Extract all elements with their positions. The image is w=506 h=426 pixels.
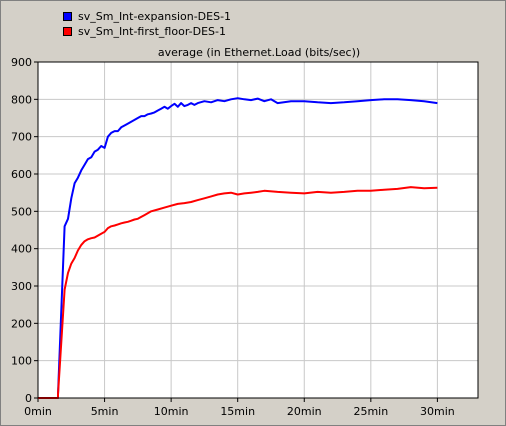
y-tick-label: 300 bbox=[11, 280, 32, 293]
y-tick-label: 0 bbox=[25, 392, 32, 405]
y-tick-label: 700 bbox=[11, 131, 32, 144]
y-tick-label: 600 bbox=[11, 168, 32, 181]
y-tick-label: 200 bbox=[11, 317, 32, 330]
x-tick-label: 20min bbox=[287, 405, 322, 418]
y-tick-label: 100 bbox=[11, 355, 32, 368]
plot-area bbox=[37, 61, 479, 399]
y-tick-label: 800 bbox=[11, 93, 32, 106]
legend-label-expansion: sv_Sm_Int-expansion-DES-1 bbox=[78, 10, 232, 23]
x-tick-label: 0min bbox=[24, 405, 52, 418]
x-tick-label: 10min bbox=[154, 405, 189, 418]
y-tick-label: 500 bbox=[11, 205, 32, 218]
y-tick-label: 900 bbox=[11, 56, 32, 69]
legend-swatch-red bbox=[63, 27, 72, 36]
x-tick-label: 15min bbox=[220, 405, 255, 418]
y-tick-label: 400 bbox=[11, 243, 32, 256]
legend-swatch-blue bbox=[63, 12, 72, 21]
plot-border bbox=[37, 61, 479, 399]
chart-title: average (in Ethernet.Load (bits/sec)) bbox=[157, 46, 361, 59]
series-line-first-floor bbox=[38, 186, 438, 399]
legend-item-first-floor: sv_Sm_Int-first_floor-DES-1 bbox=[63, 25, 226, 38]
x-tick-label: 5min bbox=[91, 405, 119, 418]
x-tick-label: 30min bbox=[420, 405, 455, 418]
series-line-expansion bbox=[38, 97, 438, 399]
x-tick-label: 25min bbox=[353, 405, 388, 418]
legend-item-expansion: sv_Sm_Int-expansion-DES-1 bbox=[63, 10, 231, 23]
legend-label-first-floor: sv_Sm_Int-first_floor-DES-1 bbox=[78, 25, 226, 38]
